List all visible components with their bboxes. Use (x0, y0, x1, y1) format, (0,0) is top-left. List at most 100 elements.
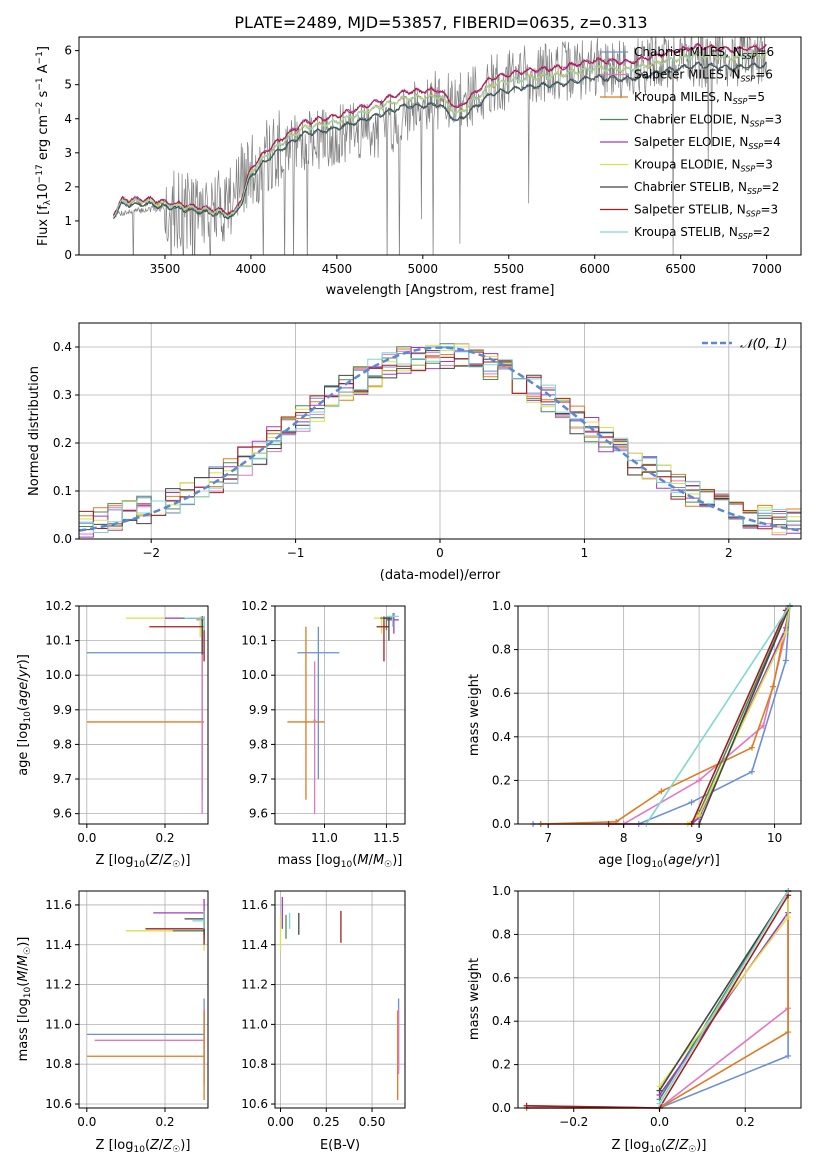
residuals-xlabel: (data-model)/error (380, 568, 501, 583)
age-vs-z-axes: 0.0 0.2 9.6 9.7 9.8 9.9 10.0 10.1 10.2 (45, 599, 174, 845)
weight-point-chabrier_miles (782, 657, 789, 664)
x-tick-label: 0.00 (267, 1115, 294, 1129)
age-vs-z-panel: 0.0 0.2 9.6 9.7 9.8 9.9 10.0 10.1 10.2 Z [log10(… (16, 599, 209, 870)
x-tick-label: 2 (725, 546, 733, 560)
weight-line-salpeter_miles (526, 891, 789, 1109)
legend-label-4: Salpeter ELODIE, NSSP=4 (634, 135, 781, 151)
y-tick-label: 1 (64, 214, 72, 228)
residuals-marks (79, 343, 801, 539)
y-tick-label: 1.0 (492, 884, 511, 898)
weight-point-kroupa_miles (785, 1029, 792, 1036)
age-vs-mass-xlabel: mass [log10(M/M☉)] (278, 853, 403, 870)
x-tick-label: 0.0 (77, 831, 96, 845)
weight-line-kroupa_stelib (658, 890, 789, 1105)
y-tick-label: 4 (64, 112, 72, 126)
mass-vs-ebv-marks (279, 896, 400, 1101)
weight-vs-z-grid (518, 890, 801, 1109)
x-tick-label: 9 (695, 831, 703, 845)
y-tick-label: 0.0 (492, 1101, 511, 1115)
y-tick-label: 2 (64, 180, 72, 194)
x-tick-label: 7000 (751, 262, 782, 276)
mass-vs-ebv-xlabel: E(B-V) (320, 1138, 360, 1153)
y-tick-label: 0.0 (53, 532, 72, 546)
residuals-panel: −2 −1 0 1 2 0.0 0.1 0.2 0.3 0.4 𝒩(0, 1) (data-mod… (27, 322, 802, 583)
x-tick-label: −2 (142, 546, 160, 560)
x-tick-label: 0 (436, 546, 444, 560)
x-tick-label: 6500 (665, 262, 696, 276)
figure-title: PLATE=2489, MJD=53857, FIBERID=0635, z=0… (234, 13, 647, 32)
mass-vs-z-frame (78, 890, 209, 1109)
weight-point-kroupa_miles (770, 683, 777, 690)
y-tick-label: 0.4 (492, 1014, 511, 1028)
y-tick-label: 0.6 (492, 686, 511, 700)
y-tick-label: 11.0 (241, 1017, 268, 1031)
weight-vs-age-panel: 7 8 9 10 0.0 0.2 0.4 0.6 0.8 1.0 age [log10(age/y… (467, 599, 802, 870)
model-spectrum-salpeter_stelib (113, 42, 767, 216)
weight-point-kroupa_elodie (696, 812, 703, 819)
age-vs-mass-panel: 11.0 11.5 9.6 9.7 9.8 9.9 10.0 10.1 10.2 mass [l… (241, 599, 406, 870)
y-tick-label: 0.8 (492, 927, 511, 941)
weight-line-chabrier_stelib (698, 605, 791, 825)
age-vs-z-frame (78, 605, 209, 825)
weight-point-chabrier_miles (785, 1052, 792, 1059)
y-tick-label: 10.6 (241, 1097, 268, 1111)
y-tick-label: 0.1 (53, 484, 72, 498)
spectrum-axes: 3500 4000 4500 5000 5500 6000 6500 7000 0 1 2 3 4 5 6 (64, 44, 782, 276)
weight-point-kroupa_miles (658, 788, 665, 795)
weight-line-kroupa_stelib (645, 605, 791, 825)
legend-label-8: Kroupa STELIB, NSSP=2 (634, 225, 770, 241)
legend-label-0: Chabrier MILES, NSSP=6 (634, 45, 774, 61)
spectrum-legend: Chabrier MILES, NSSP=6 Salpeter MILES, NS… (600, 45, 782, 241)
age-vs-z-ylabel: age [log10(age/yr)] (16, 654, 33, 776)
weight-point-kroupa_elodie (785, 914, 792, 921)
x-tick-label: 0.50 (359, 1115, 386, 1129)
weight-point-salpeter_miles (696, 777, 703, 784)
mass-vs-z-marks (86, 898, 205, 1101)
age-vs-mass-marks (287, 612, 399, 814)
y-tick-label: 1.0 (492, 599, 511, 613)
x-tick-label: 8 (620, 831, 628, 845)
normal-legend-label: 𝒩(0, 1) (740, 337, 787, 352)
x-tick-label: 11.0 (311, 831, 338, 845)
y-tick-label: 11.2 (241, 978, 268, 992)
y-tick-label: 0.2 (492, 773, 511, 787)
y-tick-label: 10.0 (241, 668, 268, 682)
weight-line-salpeter_miles (540, 605, 791, 825)
weight-vs-z-panel: −0.2 0.0 0.2 0.0 0.2 0.4 0.6 0.8 1.0 Z [log10(Z/… (467, 884, 802, 1155)
y-tick-label: 11.6 (45, 898, 72, 912)
spectrum-xlabel: wavelength [Angstrom, rest frame] (326, 283, 555, 298)
y-tick-label: 10.8 (45, 1057, 72, 1071)
y-tick-label: 3 (64, 146, 72, 160)
residual-hist-kroupa_stelib (79, 346, 801, 534)
y-tick-label: 9.7 (249, 772, 268, 786)
y-tick-label: 11.6 (241, 898, 268, 912)
y-tick-label: 0.6 (492, 971, 511, 985)
age-vs-z-marks (86, 616, 205, 814)
mass-vs-ebv-panel: 0.00 0.25 0.50 10.6 10.8 11.0 11.2 11.4 11.6 E(B… (241, 890, 406, 1153)
y-tick-label: 10.8 (241, 1057, 268, 1071)
age-vs-z-grid (79, 605, 208, 824)
x-tick-label: 1 (581, 546, 589, 560)
age-vs-mass-frame (274, 605, 406, 825)
spectrum-marks (112, 37, 767, 255)
legend-label-7: Salpeter STELIB, NSSP=3 (634, 203, 778, 219)
y-tick-label: 0.2 (53, 436, 72, 450)
x-tick-label: 0.2 (155, 1115, 174, 1129)
y-tick-label: 9.7 (53, 772, 72, 786)
weight-vs-z-xlabel: Z [log10(Z/Z☉)] (612, 1138, 707, 1155)
weight-vs-age-ylabel: mass weight (467, 674, 482, 756)
weight-line-chabrier_miles (526, 891, 789, 1109)
y-tick-label: 6 (64, 44, 72, 58)
weight-vs-age-axes: 7 8 9 10 0.0 0.2 0.4 0.6 0.8 1.0 (492, 599, 782, 845)
x-tick-label: 7 (544, 831, 552, 845)
mass-vs-ebv-frame (274, 890, 406, 1109)
x-tick-label: 0.2 (736, 1115, 755, 1129)
weight-vs-z-axes: −0.2 0.0 0.2 0.0 0.2 0.4 0.6 0.8 1.0 (492, 884, 755, 1129)
weight-point-kroupa_elodie (782, 629, 789, 636)
y-tick-label: 9.6 (249, 807, 268, 821)
y-tick-label: 11.4 (241, 938, 268, 952)
y-tick-label: 9.9 (249, 703, 268, 717)
y-tick-label: 10.2 (241, 599, 268, 613)
legend-label-1: Salpeter MILES, NSSP=6 (634, 68, 773, 84)
